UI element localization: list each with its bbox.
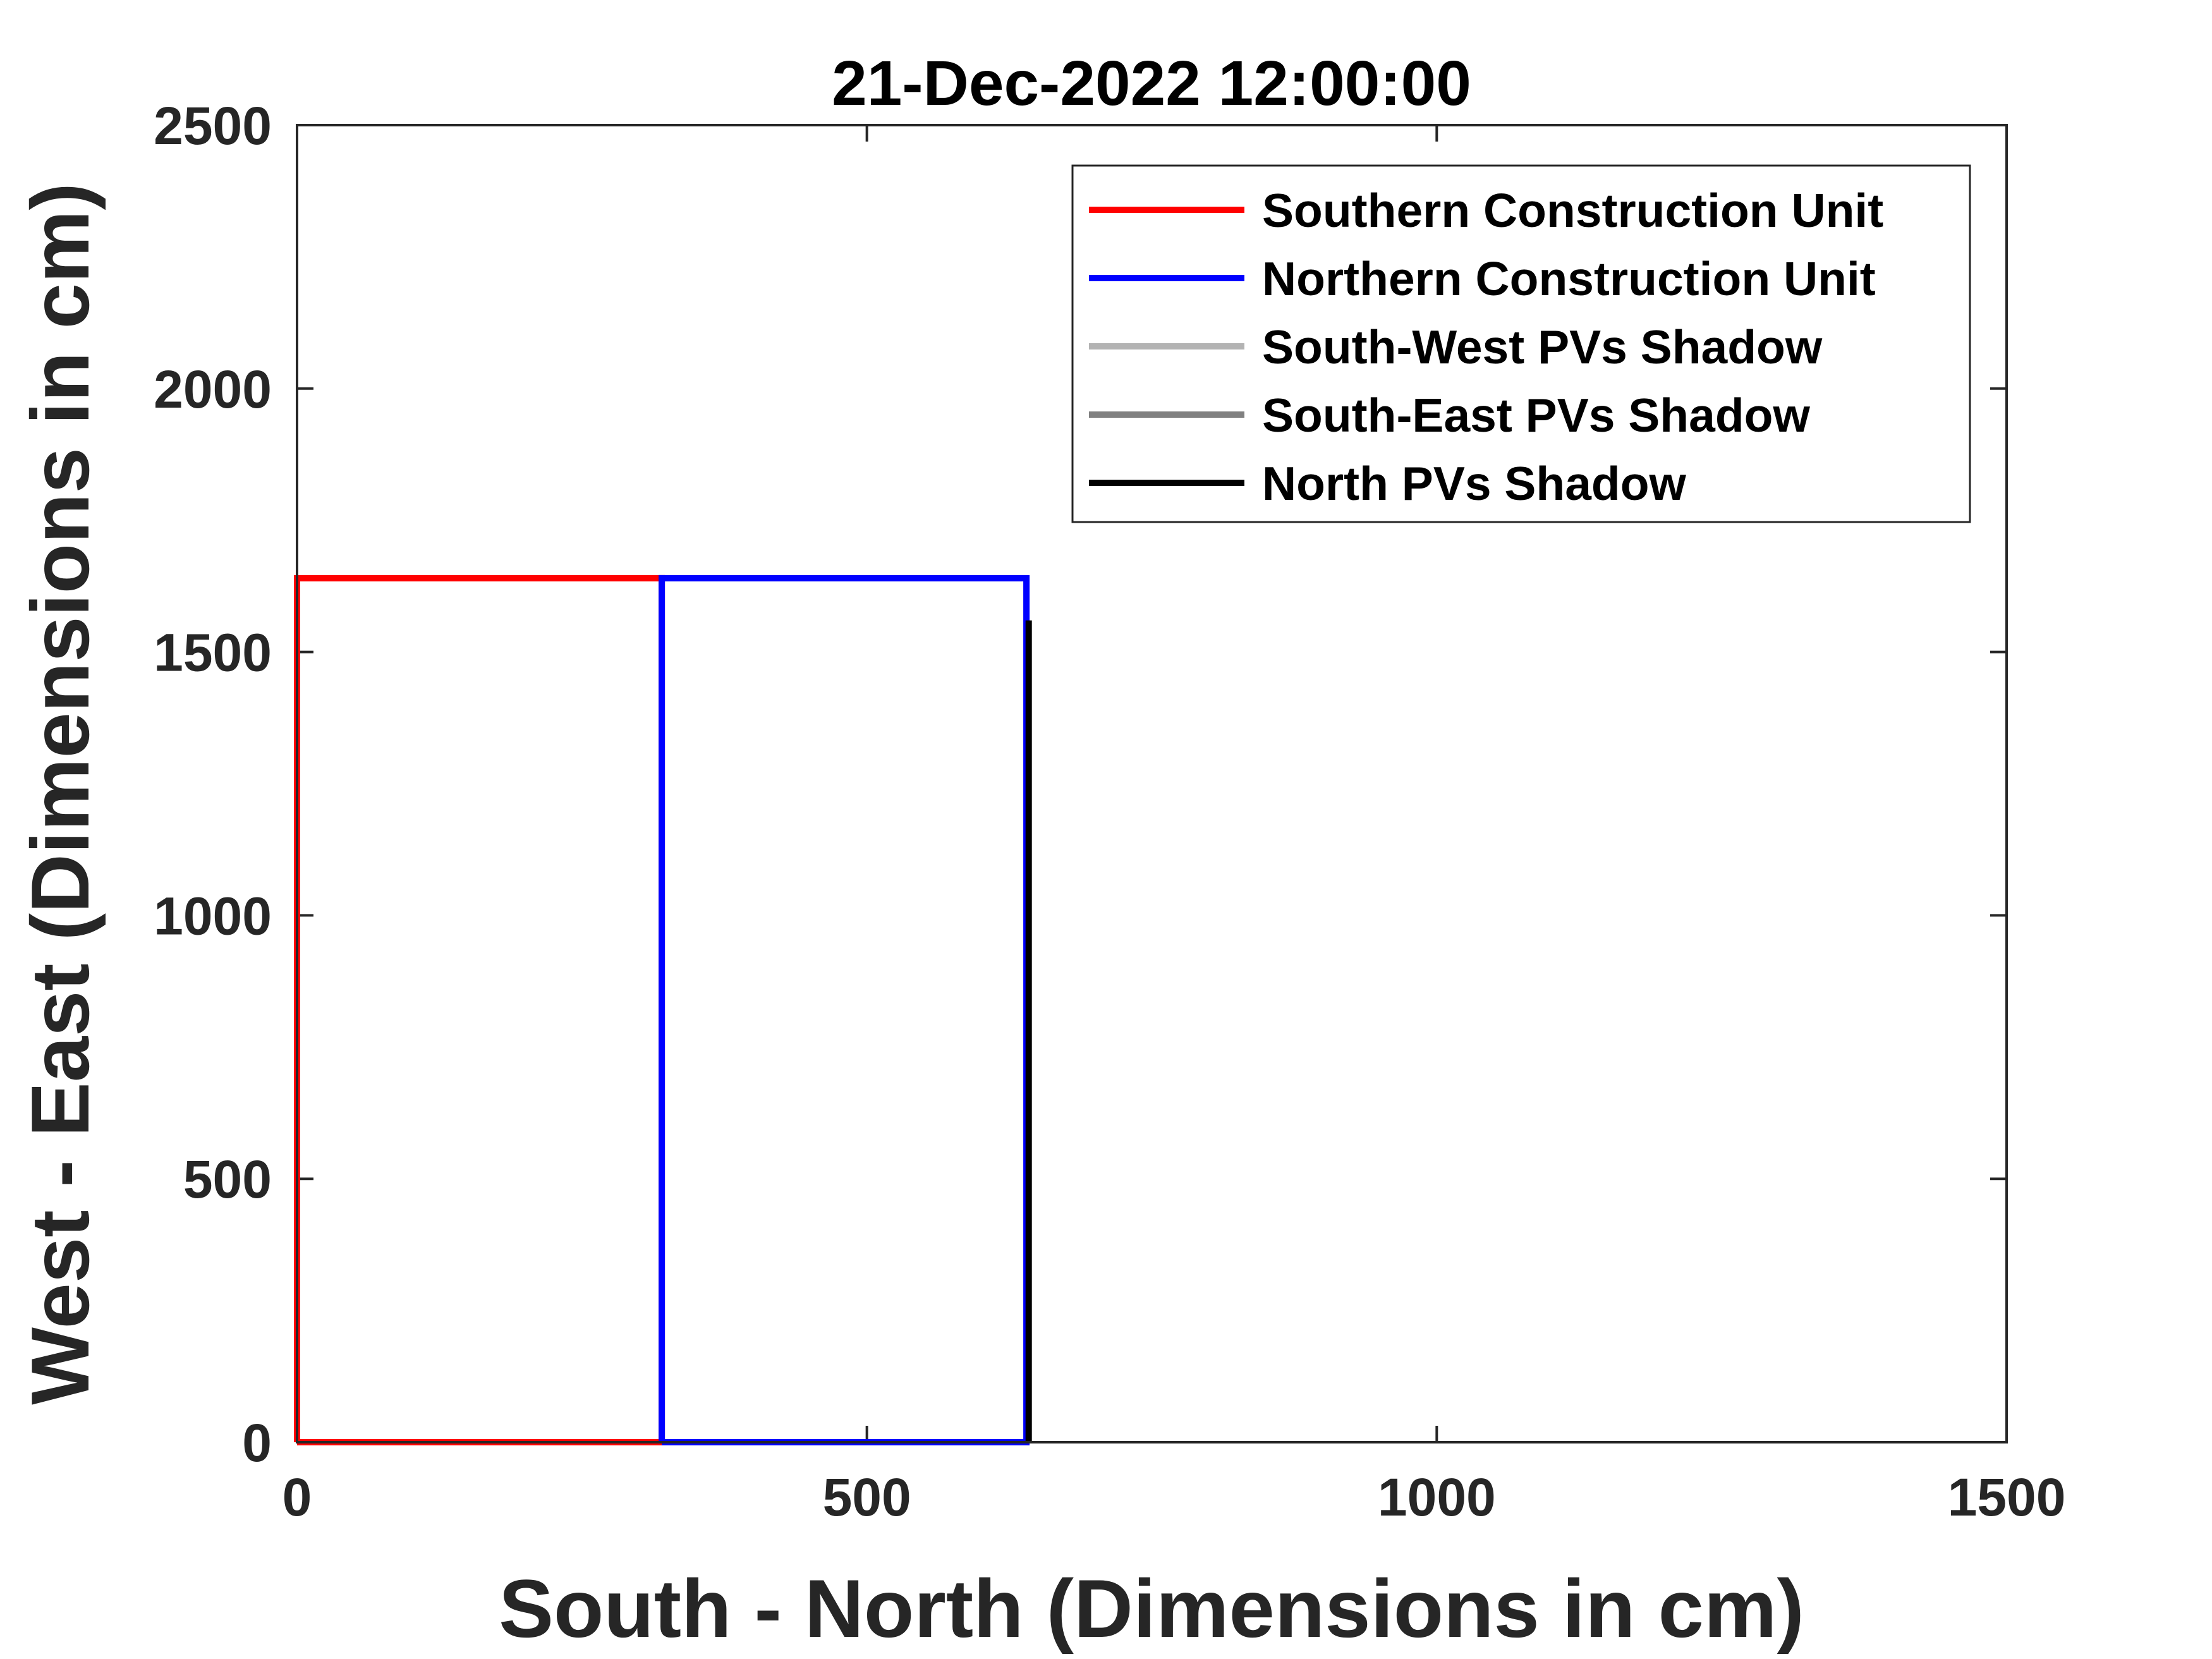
y-tick-label: 0 [242, 1413, 272, 1473]
y-tick-label: 2500 [154, 96, 272, 155]
x-tick-label: 0 [283, 1468, 312, 1527]
legend-label-north-pvs-shadow: North PVs Shadow [1262, 457, 1687, 510]
legend-label-southern-construction-unit: Southern Construction Unit [1262, 184, 1883, 237]
y-tick-label: 500 [183, 1150, 272, 1209]
legend-label-south-east-pvs-shadow: South-East PVs Shadow [1262, 389, 1810, 442]
legend-label-south-west-pvs-shadow: South-West PVs Shadow [1262, 320, 1823, 374]
y-tick-label: 2000 [154, 360, 272, 419]
y-tick-label: 1500 [154, 623, 272, 683]
legend-label-northern-construction-unit: Northern Construction Unit [1262, 252, 1876, 305]
x-tick-label: 500 [823, 1468, 911, 1527]
y-axis-title: West - East (Dimensions in cm) [14, 183, 106, 1405]
chart-title: 21-Dec-2022 12:00:00 [832, 48, 1471, 119]
plot-frame [296, 124, 2008, 1443]
legend: Southern Construction Unit Northern Const… [1071, 164, 1971, 523]
x-tick-label: 1000 [1378, 1468, 1496, 1527]
tick-labels: 0 500 1000 1500 0 500 1000 1500 2000 2500 [154, 96, 2065, 1527]
x-tick-label: 1500 [1948, 1468, 2066, 1527]
x-axis-title: South - North (Dimensions in cm) [499, 1562, 1804, 1655]
y-tick-label: 1000 [154, 886, 272, 945]
